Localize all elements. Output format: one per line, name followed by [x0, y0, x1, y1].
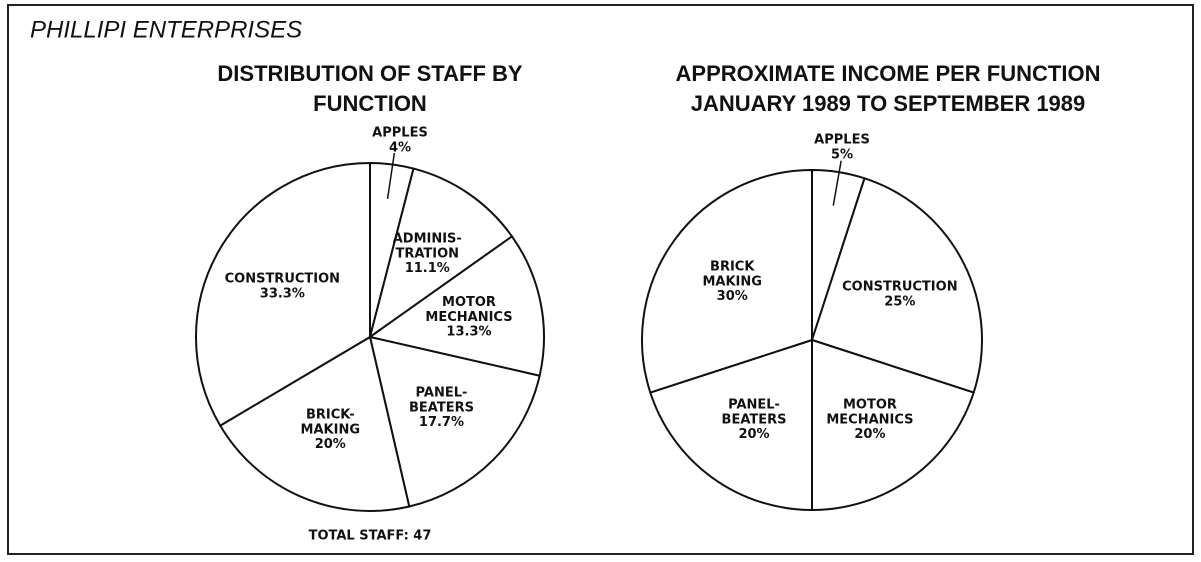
- slice-value: 20%: [315, 437, 346, 452]
- slice-label: ADMINIS-TRATION: [393, 231, 462, 261]
- frame: [7, 4, 1194, 555]
- leader-line: [832, 160, 842, 206]
- pie-slice: [218, 335, 411, 512]
- leader-line: [386, 152, 396, 200]
- slice-value: 5%: [831, 148, 853, 163]
- slice-label: BRICK MAKING: [702, 259, 761, 289]
- slice-value: 11.1%: [405, 261, 450, 276]
- chart-title: APPROXIMATE INCOME PER FUNCTION JANUARY 1…: [676, 61, 1101, 116]
- pie-slice: [368, 167, 514, 340]
- slice-label: APPLES: [814, 133, 870, 148]
- pie-slice: [367, 235, 545, 377]
- slice-value: 20%: [738, 427, 769, 442]
- slice-label: PANEL-BEATERS: [409, 385, 474, 415]
- slice-value: 25%: [884, 295, 915, 310]
- pie-slice: [195, 161, 371, 427]
- slice-value: 30%: [717, 289, 748, 304]
- slice-label: CONSTRUCTION: [225, 272, 340, 287]
- pie-slice: [649, 338, 813, 512]
- chart-title: DISTRIBUTION OF STAFF BY FUNCTION: [217, 61, 522, 116]
- slice-label: PANEL-BEATERS: [722, 397, 787, 427]
- slice-value: 4%: [389, 141, 411, 156]
- pie-slice: [368, 335, 541, 508]
- pie-slice: [641, 168, 813, 394]
- pie-slice: [810, 177, 984, 394]
- slice-label: APPLES: [372, 126, 428, 141]
- slice-value: 17.7%: [419, 415, 464, 430]
- slice-label: MOTOR MECHANICS: [425, 294, 512, 324]
- slice-label: BRICK-MAKING: [301, 407, 360, 437]
- slice-value: 33.3%: [260, 287, 305, 302]
- slice-value: 20%: [854, 427, 885, 442]
- slice-value: 13.3%: [446, 324, 491, 339]
- annotation: TOTAL STAFF: 47: [309, 529, 432, 544]
- pie-slice: [811, 338, 975, 512]
- page-title: PHILLIPI ENTERPRISES: [30, 16, 302, 43]
- slice-label: MOTOR MECHANICS: [826, 397, 913, 427]
- slice-label: CONSTRUCTION: [842, 280, 957, 295]
